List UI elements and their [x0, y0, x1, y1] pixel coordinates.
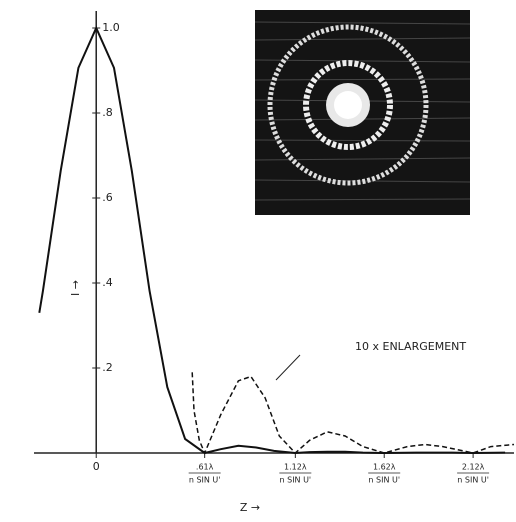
x-tick-denominator: n SIN U' [280, 476, 312, 485]
y-tick-label: 1.0 [102, 21, 120, 34]
y-tick-label: .2 [102, 361, 113, 374]
enlarged-line [191, 372, 515, 455]
y-tick-label: .8 [102, 106, 113, 119]
x-tick-label: 0 [93, 460, 100, 473]
ring-photo [254, 10, 471, 215]
x-tick-label: 2.12λ [462, 463, 485, 472]
annotation-arrow [275, 354, 301, 381]
x-axis-label: Z → [240, 501, 260, 514]
y-axis-label: I → [69, 280, 82, 296]
x-tick-denominator: n SIN U' [189, 476, 221, 485]
x-tick-label: .61λ [196, 463, 214, 472]
annotation: 10 x ENLARGEMENT [355, 340, 466, 353]
y-tick-label: .6 [102, 191, 113, 204]
x-tick-denominator: n SIN U' [368, 476, 400, 485]
x-tick-label: 1.62λ [373, 463, 396, 472]
x-tick-denominator: n SIN U' [457, 476, 489, 485]
y-tick-label: .4 [102, 276, 113, 289]
x-tick-label: 1.12λ [284, 463, 307, 472]
